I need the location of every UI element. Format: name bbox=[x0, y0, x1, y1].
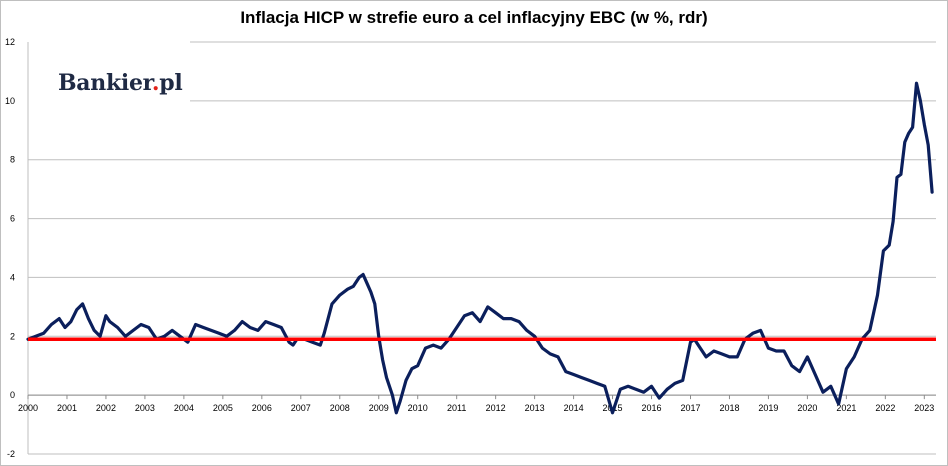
x-tick-label: 2022 bbox=[875, 403, 895, 413]
x-tick-label: 2021 bbox=[836, 403, 856, 413]
y-tick-label: -2 bbox=[7, 449, 15, 459]
x-tick-label: 2006 bbox=[252, 403, 272, 413]
x-tick-label: 2011 bbox=[447, 403, 466, 413]
x-tick-label: 2009 bbox=[369, 403, 389, 413]
x-tick-label: 2020 bbox=[797, 403, 817, 413]
x-tick-label: 2004 bbox=[174, 403, 194, 413]
x-tick-label: 2008 bbox=[330, 403, 350, 413]
x-tick-label: 2023 bbox=[914, 403, 934, 413]
x-tick-label: 2012 bbox=[486, 403, 506, 413]
x-tick-label: 2000 bbox=[18, 403, 38, 413]
x-axis-ticks: 2000 2001 2002 2003 2004 2005 2006 2007 2008 2009… bbox=[18, 395, 934, 413]
x-tick-label: 2017 bbox=[680, 403, 700, 413]
y-tick-label: 8 bbox=[10, 155, 15, 165]
gridlines bbox=[27, 41, 936, 455]
chart-title: Inflacja HICP w strefie euro a cel infla… bbox=[240, 8, 708, 27]
x-tick-label: 2016 bbox=[642, 403, 662, 413]
x-tick-label: 2005 bbox=[213, 403, 233, 413]
series-group bbox=[26, 81, 934, 415]
logo-text-main: Bankier bbox=[58, 70, 152, 96]
x-tick-label: 2002 bbox=[96, 403, 116, 413]
x-tick-label: 2018 bbox=[719, 403, 739, 413]
y-tick-label: 2 bbox=[10, 331, 15, 341]
x-tick-label: 2019 bbox=[758, 403, 778, 413]
y-tick-label: 0 bbox=[10, 390, 15, 400]
x-tick-label: 2001 bbox=[57, 403, 77, 413]
y-tick-label: 4 bbox=[10, 272, 15, 282]
x-tick-label: 2014 bbox=[564, 403, 584, 413]
y-tick-label: 6 bbox=[10, 214, 15, 224]
x-tick-label: 2013 bbox=[525, 403, 545, 413]
y-tick-label: 12 bbox=[5, 37, 15, 47]
x-tick-label: 2010 bbox=[408, 403, 428, 413]
logo-text-tld: pl bbox=[159, 70, 183, 96]
logo-text-dot: . bbox=[151, 70, 160, 96]
x-tick-label: 2007 bbox=[291, 403, 311, 413]
series-line-hicp bbox=[26, 81, 934, 415]
y-axis-ticks: -2 0 2 4 6 8 10 12 bbox=[5, 37, 15, 459]
bankier-logo: Bankier.pl bbox=[58, 70, 183, 96]
y-tick-label: 10 bbox=[5, 96, 15, 106]
x-tick-label: 2003 bbox=[135, 403, 155, 413]
